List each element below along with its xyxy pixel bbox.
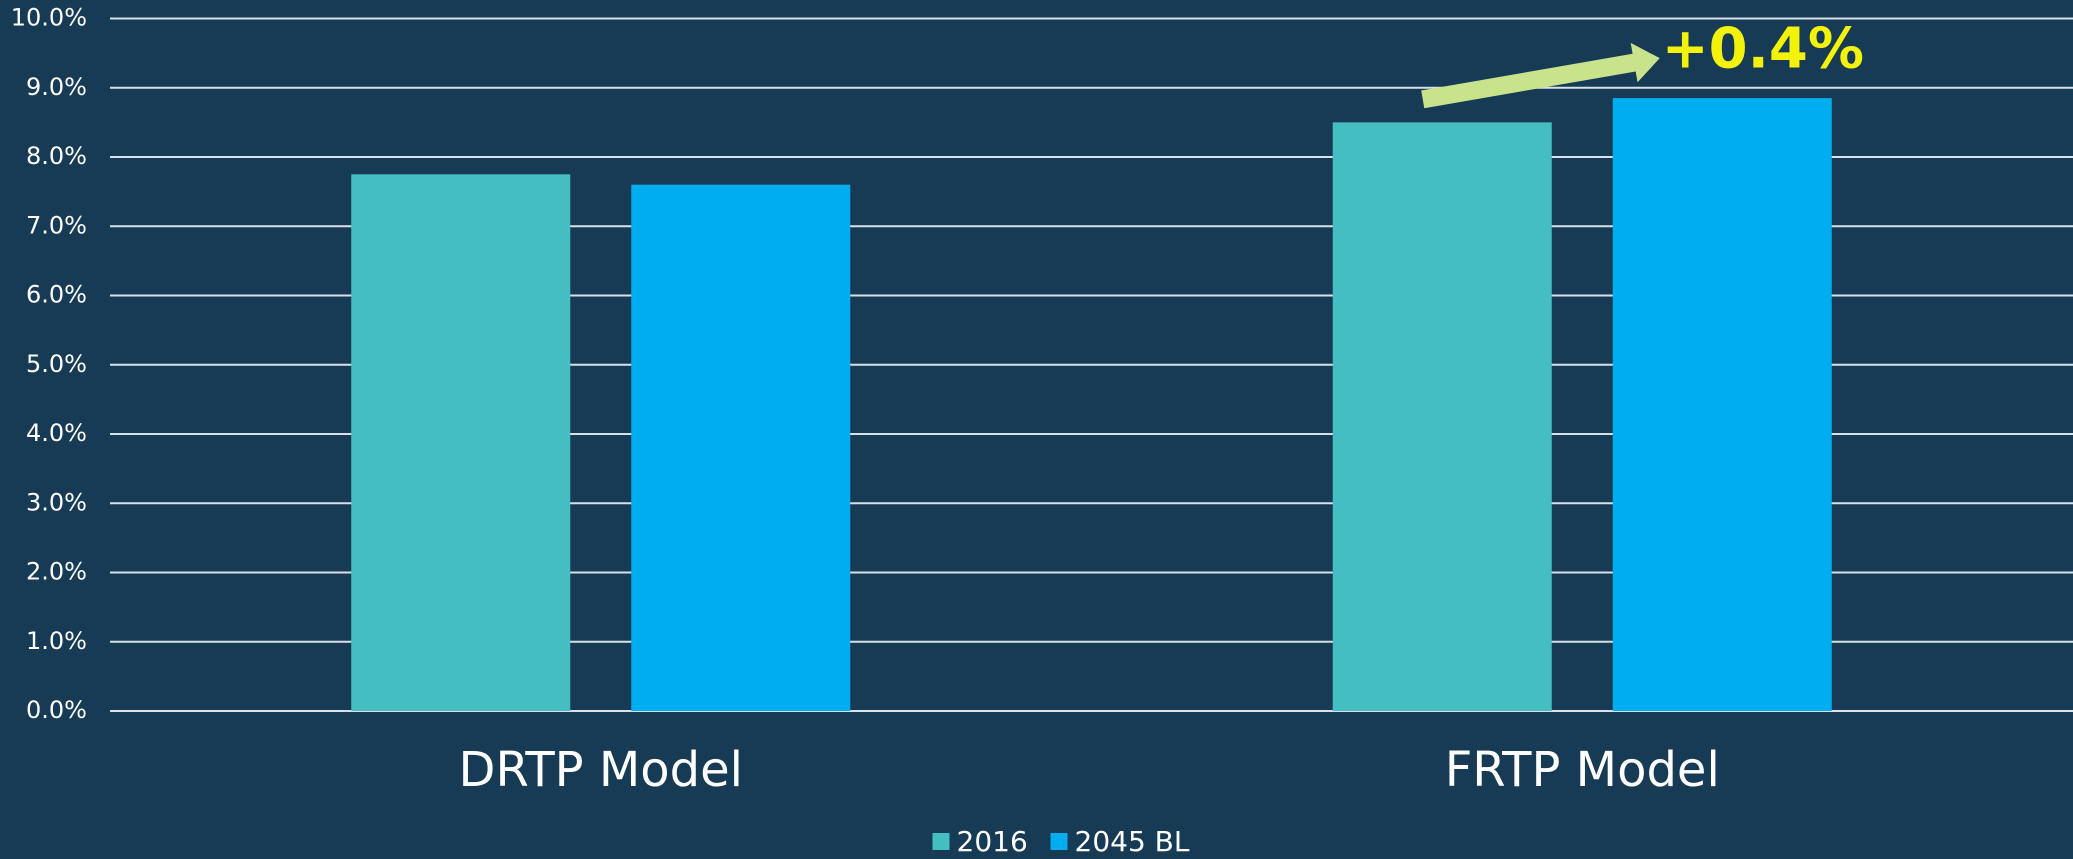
y-tick-label: 8.0% <box>26 142 87 170</box>
y-tick-label: 5.0% <box>26 350 87 378</box>
legend-label: 2045 BL <box>1075 825 1190 858</box>
bar <box>351 174 571 711</box>
legend-swatch <box>1050 833 1068 850</box>
bar <box>631 184 851 711</box>
annotation-arrow <box>1421 42 1660 109</box>
x-tick-label: FRTP Model <box>1445 742 1720 798</box>
y-tick-label: 4.0% <box>26 419 87 447</box>
y-tick-label: 9.0% <box>26 73 87 101</box>
y-tick-label: 2.0% <box>26 558 87 586</box>
y-tick-label: 6.0% <box>26 281 87 309</box>
legend-label: 2016 <box>957 825 1028 858</box>
y-tick-label: 7.0% <box>26 211 87 239</box>
legend-swatch <box>932 833 950 850</box>
y-tick-label: 1.0% <box>26 627 87 655</box>
annotation: +0.4% <box>1662 16 1864 81</box>
y-tick-label: 10.0% <box>11 4 87 32</box>
bar <box>1332 122 1552 711</box>
x-tick-label: DRTP Model <box>459 742 743 798</box>
y-tick-label: 0.0% <box>26 696 87 724</box>
bar <box>1612 98 1832 711</box>
y-tick-label: 3.0% <box>26 488 87 516</box>
